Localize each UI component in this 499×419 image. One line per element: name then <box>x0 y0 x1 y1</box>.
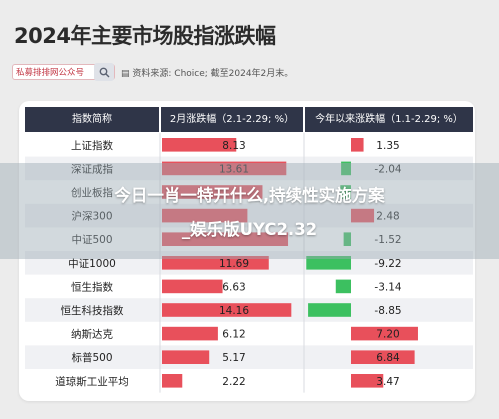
index-name: 中证1000 <box>68 257 116 270</box>
feb-bar <box>162 279 223 294</box>
feb-bar <box>162 326 218 341</box>
index-name: 纳斯达克 <box>71 328 113 341</box>
feb-bar <box>162 374 183 388</box>
column-header-ytd: 今年以来涨跌幅（1.1-2.29; %） <box>305 107 473 132</box>
ytd-bar <box>335 279 351 294</box>
ytd-bar <box>343 232 351 246</box>
table-row: 中证1000 11.69 -9.22 <box>25 251 473 275</box>
page-title: 2024年主要市场股指涨跌幅 <box>14 24 276 48</box>
index-name: 恒生科技指数 <box>61 304 124 317</box>
ytd-value-label: 7.20 <box>376 329 399 341</box>
feb-bar <box>162 138 237 152</box>
feb-value-label: 6.63 <box>222 281 245 293</box>
ytd-value-label: -8.85 <box>374 305 401 317</box>
ytd-value-label: 3.47 <box>376 376 399 388</box>
feb-bar <box>162 185 263 199</box>
ytd-value-label: -2.04 <box>374 163 401 175</box>
table-row: 标普500 5.17 6.84 <box>25 345 473 369</box>
source-text: 资料来源: Choice; 截至2024年2月末。 <box>132 69 294 79</box>
search-button[interactable] <box>94 63 114 81</box>
ytd-value-label: -9.22 <box>374 258 401 270</box>
table-row: 沪深300 2.48 <box>25 203 473 228</box>
ytd-bar <box>351 350 415 364</box>
column-header-index: 指数简称 <box>25 107 159 132</box>
ytd-bar <box>351 326 418 341</box>
index-name: 道琼斯工业平均 <box>55 375 129 388</box>
document-icon: ▤ <box>121 69 130 79</box>
ytd-bar <box>351 374 384 388</box>
source-note: ▤ 资料来源: Choice; 截至2024年2月末。 <box>121 66 293 79</box>
ytd-bar <box>308 303 351 317</box>
overlay-banner[interactable]: 今日一肖一特开什么,持续性实施方案 _娱乐版UYC2.32 <box>0 163 499 259</box>
ytd-value-label: -1.52 <box>374 234 401 246</box>
ytd-value-label: 2.48 <box>376 211 399 223</box>
feb-value-label: 14.16 <box>219 305 249 317</box>
ytd-bar <box>306 256 351 270</box>
index-name: 深证成指 <box>71 162 113 175</box>
table-row: 恒生科技指数 14.16 -8.85 <box>25 298 473 322</box>
table-row: 创业板指 <box>71 185 351 199</box>
overlay-line-1: 今日一肖一特开什么,持续性实施方案 <box>114 186 385 205</box>
feb-bar <box>162 256 269 270</box>
table-row: 纳斯达克 6.12 7.20 <box>71 326 418 341</box>
feb-value-label: 11.69 <box>219 258 249 270</box>
ytd-value-label: -3.14 <box>374 281 401 293</box>
table-row: 恒生指数 6.63 -3.14 <box>71 279 402 294</box>
index-name: 恒生指数 <box>71 280 113 293</box>
ytd-bar <box>340 185 351 199</box>
feb-bar <box>162 161 287 176</box>
feb-value-label: 6.12 <box>222 329 245 341</box>
index-name: 沪深300 <box>71 210 112 223</box>
search-icon <box>99 67 109 77</box>
table-row: 道琼斯工业平均 2.22 3.47 <box>55 374 400 388</box>
feb-bar <box>162 303 292 317</box>
overlay-line-2: _娱乐版UYC2.32 <box>181 220 318 239</box>
feb-bar <box>162 350 210 364</box>
ytd-value-label: 6.84 <box>376 352 400 364</box>
index-name: 创业板指 <box>71 186 113 199</box>
table-row: 中证500 -1.52 <box>71 232 402 246</box>
feb-bar <box>162 208 248 223</box>
feb-value-label: 2.22 <box>222 376 245 388</box>
feb-value-label: 5.17 <box>222 352 245 364</box>
index-name: 标普500 <box>71 351 112 364</box>
table-row: 深证成指 13.61 -2.04 <box>25 156 473 181</box>
column-header-feb: 2月涨跌幅（2.1-2.29; %） <box>161 107 303 132</box>
feb-value-label: 13.61 <box>219 163 249 175</box>
feb-bar <box>162 232 289 246</box>
feb-value-label: 8.13 <box>222 140 245 152</box>
ytd-bar <box>351 208 375 223</box>
ytd-bar <box>341 161 351 176</box>
table-row: 上证指数 8.13 1.35 <box>71 138 400 152</box>
index-name: 上证指数 <box>71 139 113 152</box>
ytd-value-label: 1.35 <box>376 140 399 152</box>
ytd-bar <box>351 138 364 152</box>
index-name: 中证500 <box>71 233 112 246</box>
source-badge: 私募排排网公众号 <box>12 64 115 80</box>
